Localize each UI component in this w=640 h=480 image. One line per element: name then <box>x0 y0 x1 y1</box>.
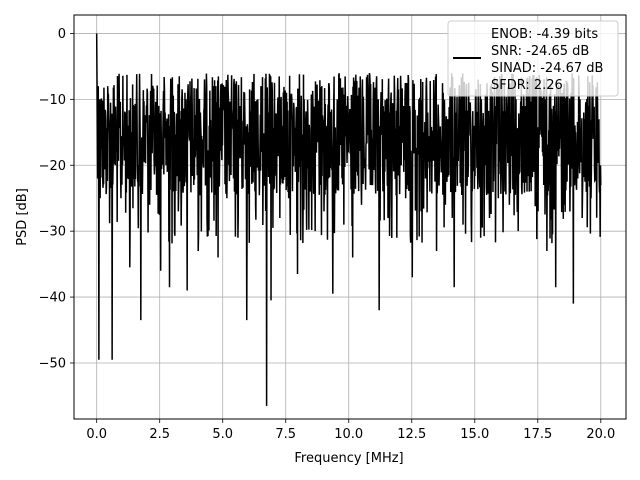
y-axis-label: PSD [dB] <box>15 188 30 246</box>
y-tick-label: −10 <box>39 93 66 108</box>
x-axis-label: Frequency [MHz] <box>294 451 403 466</box>
x-tick-label: 20.0 <box>586 427 615 442</box>
y-tick-label: 0 <box>58 27 66 42</box>
x-tick-label: 17.5 <box>523 427 552 442</box>
legend-sinad: SINAD: -24.67 dB <box>491 61 603 76</box>
legend: ENOB: -4.39 bits SNR: -24.65 dB SINAD: -… <box>447 20 619 97</box>
axes-frame <box>73 14 627 420</box>
y-axis-ticks: 0 −10 −20 −30 −40 −50 <box>39 27 74 371</box>
y-tick-label: −50 <box>39 356 66 371</box>
x-tick-label: 10.0 <box>334 427 363 442</box>
x-tick-label: 7.5 <box>275 427 296 442</box>
x-tick-label: 12.5 <box>397 427 426 442</box>
legend-snr: SNR: -24.65 dB <box>491 44 589 59</box>
legend-sfdr: SFDR: 2.26 <box>491 78 563 93</box>
y-tick-label: −40 <box>39 291 66 306</box>
plot-area <box>95 33 602 406</box>
legend-box <box>447 20 619 97</box>
series-line-psd <box>95 33 602 406</box>
legend-enob: ENOB: -4.39 bits <box>491 27 598 42</box>
y-tick-label: −30 <box>39 225 66 240</box>
y-tick-label: −20 <box>39 159 66 174</box>
x-tick-label: 0.0 <box>86 427 107 442</box>
x-tick-label: 5.0 <box>212 427 233 442</box>
x-tick-label: 15.0 <box>460 427 489 442</box>
x-tick-label: 2.5 <box>149 427 170 442</box>
x-axis-ticks: 0.0 2.5 5.0 7.5 10.0 12.5 15.0 17.5 20.0 <box>86 419 615 442</box>
